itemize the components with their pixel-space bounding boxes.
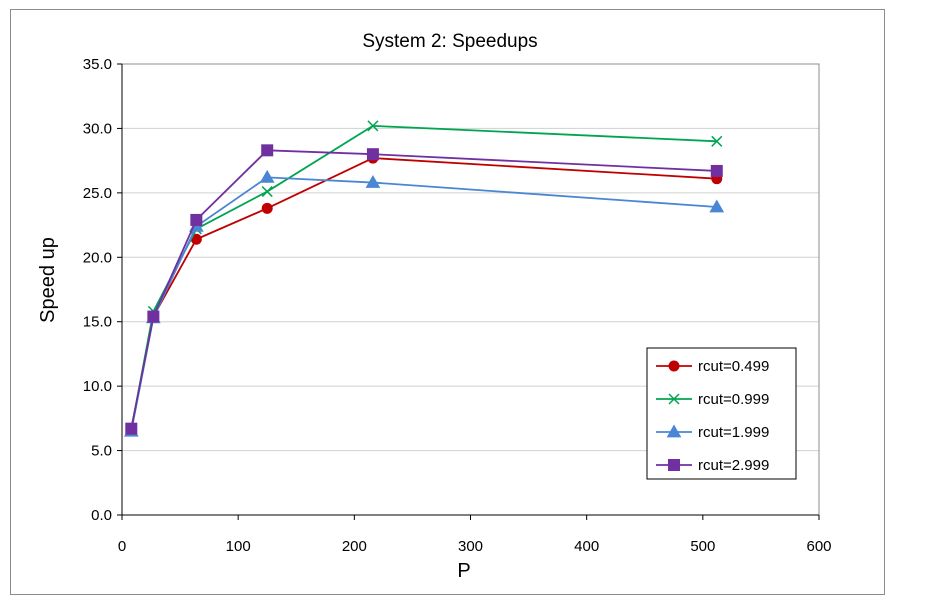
data-point: [709, 199, 725, 213]
x-tick-label: 100: [226, 538, 251, 555]
legend-entry: rcut=1.999: [656, 424, 769, 441]
x-tick-label: 500: [690, 538, 715, 555]
data-point: [261, 144, 274, 157]
y-tick-label: 30.0: [83, 120, 112, 137]
y-tick-label: 10.0: [83, 378, 112, 395]
data-point: [365, 175, 381, 188]
chart-frame: [10, 9, 885, 595]
legend-marker: [668, 459, 680, 471]
legend-marker: [668, 393, 680, 405]
x-tick-label: 600: [806, 538, 831, 555]
series-line: [130, 124, 717, 431]
series-line: [130, 149, 717, 429]
x-marker-stroke: [367, 120, 379, 132]
series-rcut=2.999: [125, 144, 723, 435]
legend-label: rcut=0.999: [698, 391, 769, 408]
y-tick-label: 35.0: [83, 56, 112, 73]
data-point: [259, 169, 275, 183]
data-point: [711, 135, 723, 147]
data-point: [261, 186, 273, 198]
x-marker-stroke: [711, 135, 723, 147]
data-point: [367, 120, 379, 132]
series-rcut=0.999: [125, 120, 723, 436]
x-tick-label: 400: [574, 538, 599, 555]
y-tick-label: 0.0: [91, 507, 112, 524]
legend-marker: [666, 424, 682, 438]
legend-entry: rcut=0.499: [656, 358, 769, 375]
y-tick-label: 15.0: [83, 314, 112, 331]
y-tick-label: 25.0: [83, 185, 112, 202]
x-marker-stroke: [261, 186, 273, 198]
y-tick-label: 5.0: [91, 443, 112, 460]
legend-label: rcut=0.499: [698, 358, 769, 375]
y-tick-label: 20.0: [83, 249, 112, 266]
legend-marker: [668, 360, 680, 372]
legend: rcut=0.499 rcut=0.999 rcut=1.999 rcut=2.999: [646, 347, 797, 480]
data-point: [147, 310, 160, 323]
x-tick-label: 200: [342, 538, 367, 555]
legend-entry: rcut=0.999: [656, 391, 769, 408]
series-layer: [123, 120, 725, 437]
data-point: [125, 422, 138, 435]
axis-layer: 0.0 5.0 10.0 15.0 20.0 25.0 30.0 35.0 0 100 200 300…: [83, 56, 832, 555]
x-marker-stroke: [668, 393, 680, 405]
data-point: [366, 148, 379, 161]
legend-entry: rcut=2.999: [656, 457, 769, 474]
chart-title: System 2: Speedups: [362, 31, 537, 52]
x-tick-label: 300: [458, 538, 483, 555]
data-point: [190, 213, 203, 226]
y-axis-title: Speed up: [37, 237, 59, 323]
x-axis-title: P: [457, 560, 470, 582]
legend-label: rcut=2.999: [698, 457, 769, 474]
data-point: [710, 164, 723, 177]
series-rcut=0.499: [125, 152, 723, 435]
x-tick-label: 0: [118, 538, 126, 555]
legend-label: rcut=1.999: [698, 424, 769, 441]
series-rcut=1.999: [123, 169, 725, 437]
series-line: [130, 176, 717, 432]
data-point: [261, 202, 273, 214]
